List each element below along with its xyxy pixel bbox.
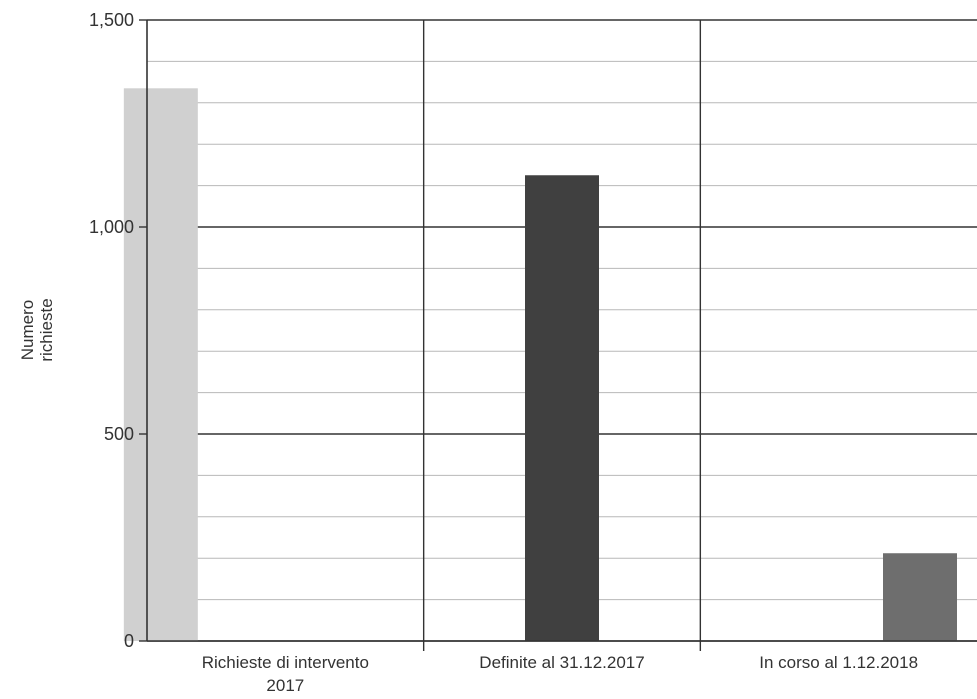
axes	[139, 19, 977, 642]
bar-3	[883, 553, 957, 641]
y-axis-title: Numerorichieste	[18, 298, 56, 361]
y-tick-labels: 0 500 1,000 1,500	[89, 10, 134, 651]
y-axis-title-line: richieste	[37, 298, 56, 361]
bar-1	[123, 88, 198, 641]
x-category-label: In corso al 1.12.2018	[759, 653, 918, 672]
bar-2	[525, 175, 599, 641]
x-category-label: Definite al 31.12.2017	[479, 653, 644, 672]
y-tick-label: 0	[124, 631, 134, 651]
x-category-label: Richieste di intervento	[202, 653, 369, 672]
y-axis-title-line: Numero	[18, 300, 37, 360]
x-category-label: 2017	[266, 676, 304, 695]
y-tick-label: 1,500	[89, 10, 134, 30]
x-category-labels: Richieste di intervento 2017 Definite al 3…	[202, 653, 918, 695]
bars	[123, 88, 957, 641]
y-tick-label: 1,000	[89, 217, 134, 237]
y-tick-label: 500	[104, 424, 134, 444]
